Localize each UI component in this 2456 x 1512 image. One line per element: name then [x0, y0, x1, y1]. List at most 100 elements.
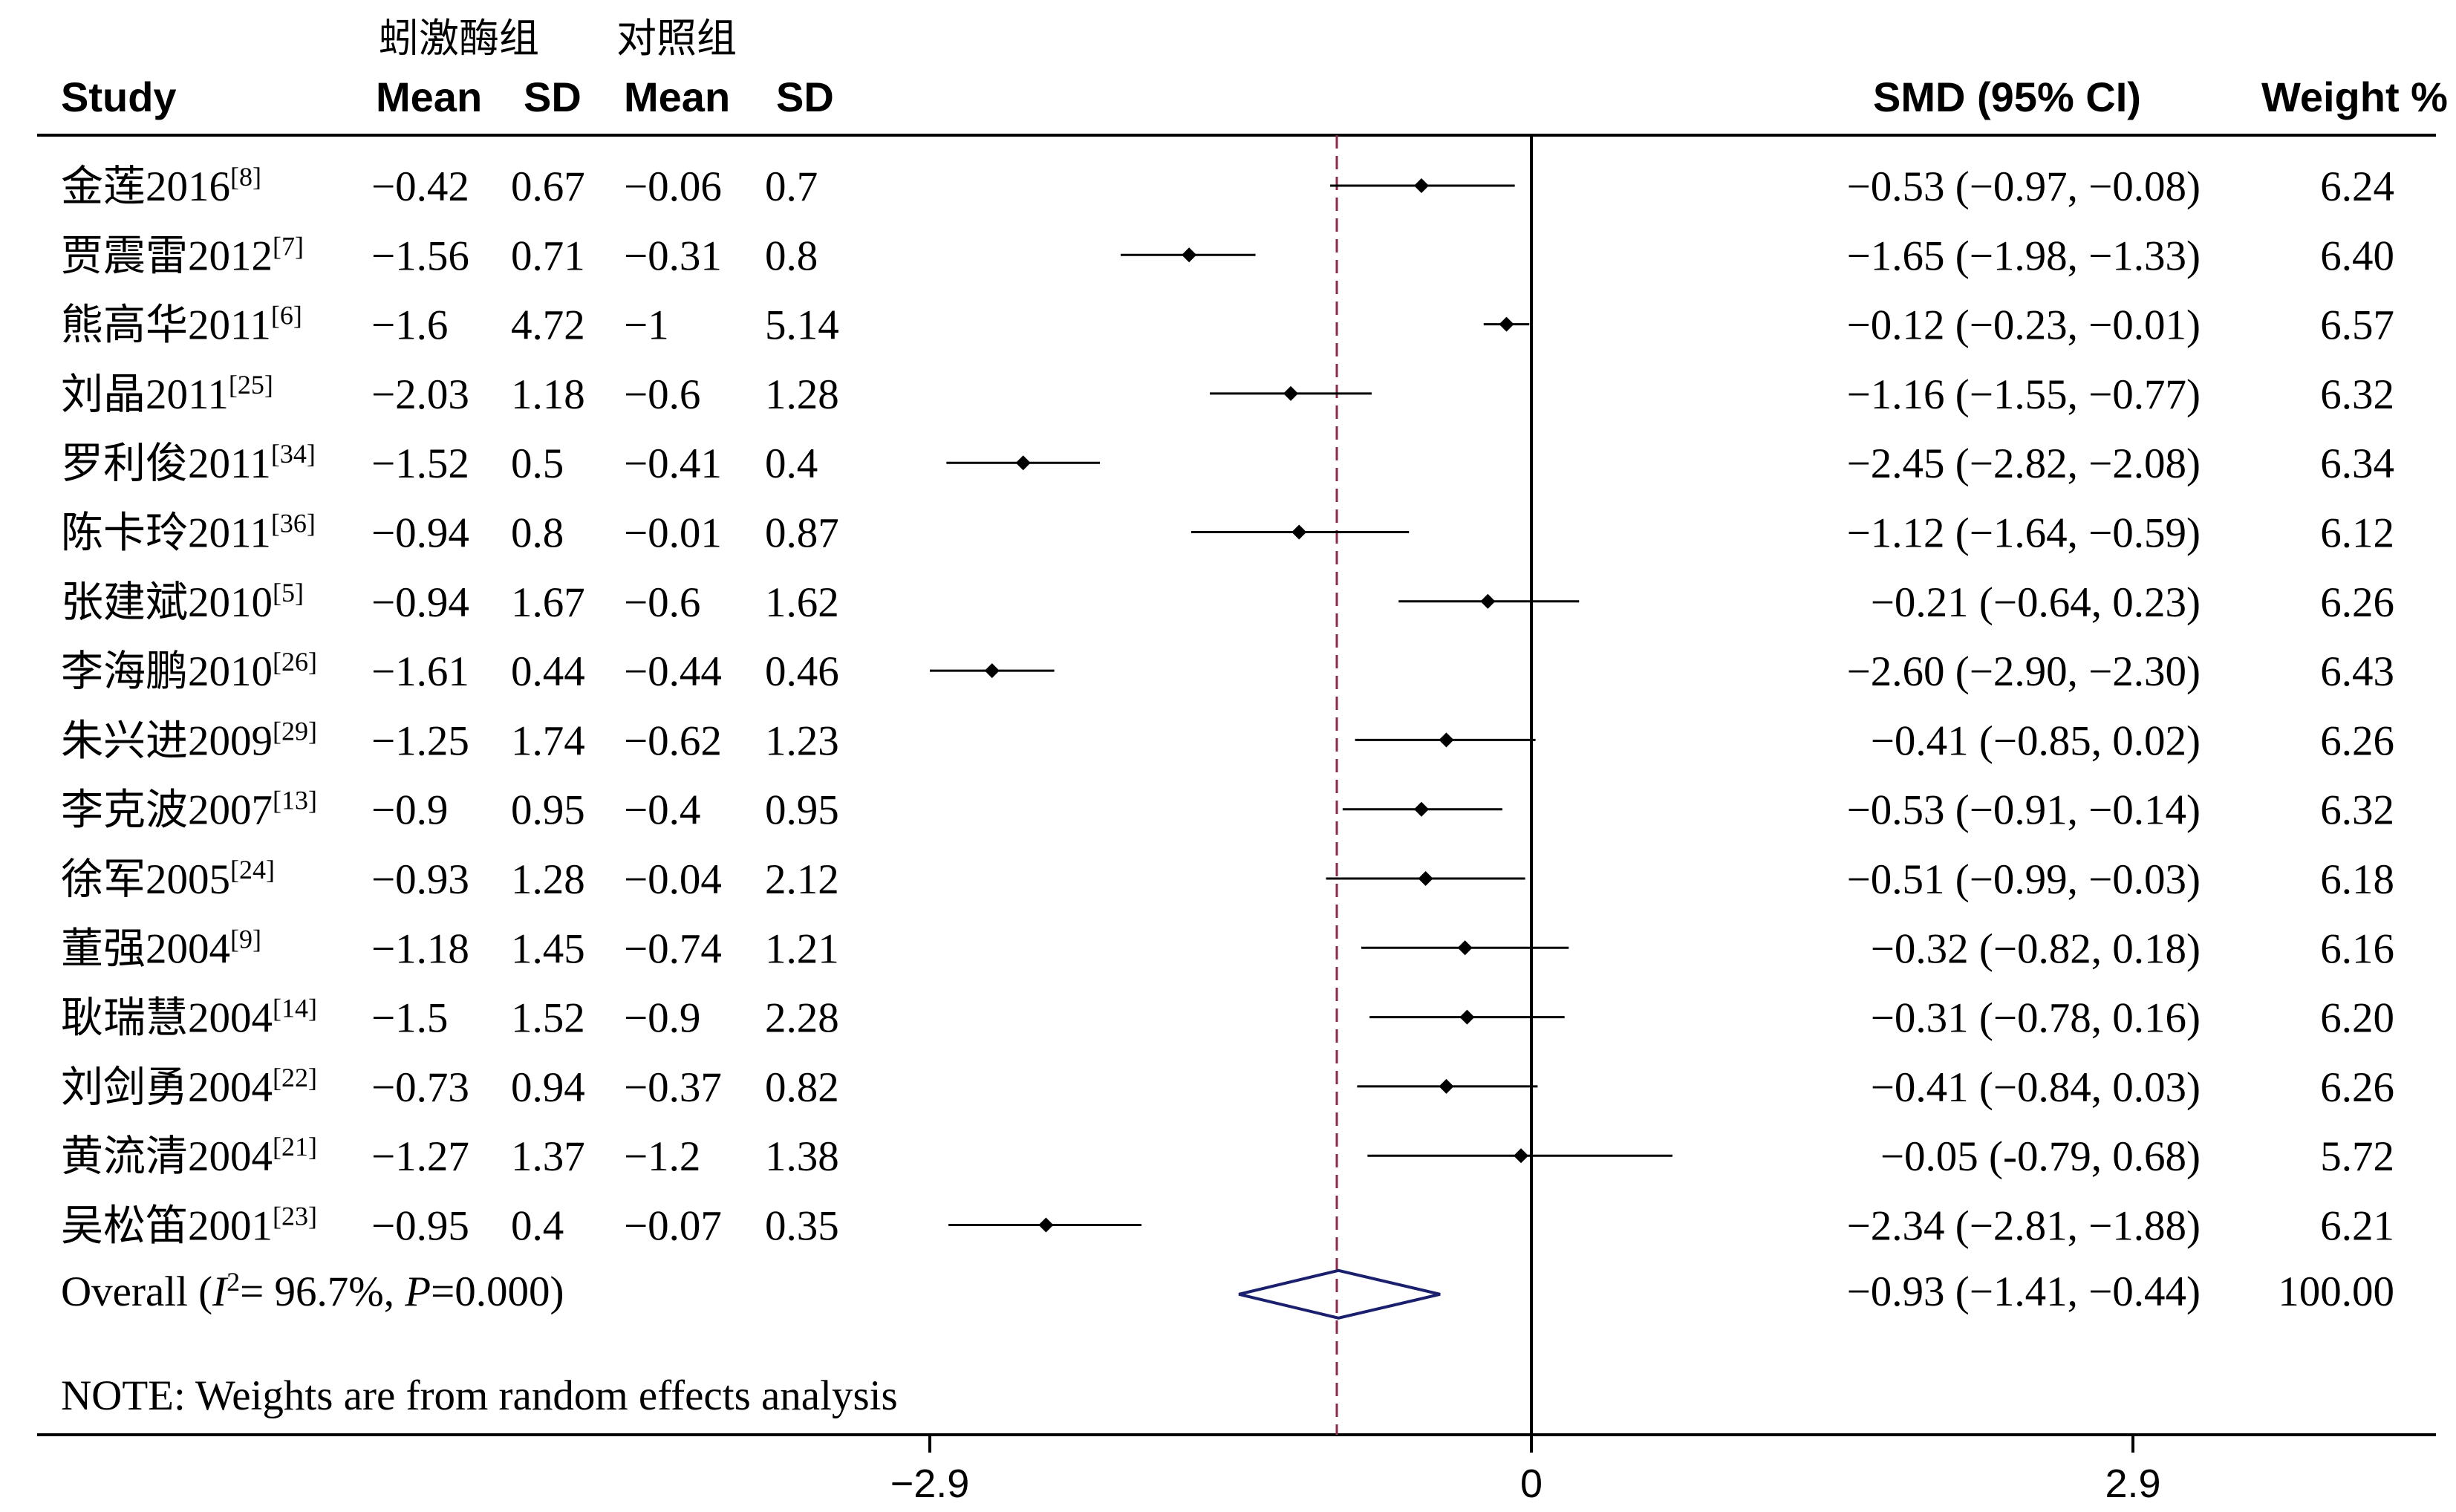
sd1-cell: 0.95 [511, 787, 585, 834]
smd-ci-cell: −1.65 (−1.98, −1.33) [1847, 232, 2201, 279]
sd2-cell: 1.28 [765, 371, 839, 418]
smd-ci-cell: −0.41 (−0.84, 0.03) [1871, 1064, 2201, 1111]
weight-cell: 5.72 [2320, 1133, 2394, 1180]
x-tick-label: 0 [1520, 1462, 1543, 1506]
study-name: 陈卡玲2011[36] [61, 509, 316, 557]
sd2-cell: 5.14 [765, 302, 839, 349]
smd-ci-cell: −0.21 (−0.64, 0.23) [1871, 579, 2201, 626]
smd-ci-cell: −0.53 (−0.91, −0.14) [1847, 787, 2201, 834]
study-name-text: 吴松笛2001 [61, 1203, 273, 1250]
mean1-cell: −1.25 [371, 717, 469, 764]
weight-cell: 6.24 [2320, 163, 2394, 210]
study-name-text: 李克波2007 [61, 787, 273, 834]
heterogeneity-i-sup: 2 [227, 1267, 240, 1297]
x-axis-ticks: −2.9 0 2.9 [890, 1435, 2161, 1506]
study-row: 熊高华2011[6] −1.6 4.72 −1 5.14 −0.12 (−0.23, −0… [61, 301, 2394, 349]
sd2-cell: 1.62 [765, 579, 839, 626]
study-row: 耿瑞慧2004[14] −1.5 1.52 −0.9 2.28 −0.31 (−0.78,… [61, 994, 2394, 1042]
sd1-cell: 1.45 [511, 925, 585, 972]
study-reference: [9] [230, 924, 261, 954]
weight-cell: 6.18 [2320, 856, 2394, 903]
smd-ci-cell: −1.16 (−1.55, −0.77) [1847, 371, 2201, 418]
study-row: 刘剑勇2004[22] −0.73 0.94 −0.37 0.82 −0.41 (−0.8… [61, 1063, 2394, 1111]
study-reference: [5] [273, 578, 304, 607]
mean1-cell: −0.73 [371, 1064, 469, 1111]
mean1-cell: −1.18 [371, 925, 469, 972]
study-reference: [23] [273, 1202, 317, 1231]
overall-weight: 100.00 [2278, 1268, 2394, 1315]
sd2-cell: 1.23 [765, 717, 839, 764]
point-estimate-marker [1457, 940, 1473, 956]
sd2-cell: 0.82 [765, 1064, 839, 1111]
weight-cell: 6.43 [2320, 648, 2394, 695]
sd2-cell: 0.35 [765, 1203, 839, 1250]
study-row: 李克波2007[13] −0.9 0.95 −0.4 0.95 −0.53 (−0.91,… [61, 786, 2394, 834]
sd1-cell: 0.67 [511, 163, 585, 210]
mean1-cell: −1.6 [371, 302, 448, 349]
sd1-cell: 1.52 [511, 995, 585, 1042]
study-name: 耿瑞慧2004[14] [61, 994, 317, 1042]
study-reference: [22] [273, 1063, 317, 1092]
mean2-cell: −0.41 [624, 440, 722, 487]
point-estimate-marker [1439, 732, 1454, 748]
overall-label: Overall (I2= 96.7%, P=0.000) [61, 1267, 564, 1315]
sd1-cell: 0.71 [511, 232, 585, 279]
sd1-cell: 1.67 [511, 579, 585, 626]
mean1-cell: −0.95 [371, 1203, 469, 1250]
study-row: 黄流清2004[21] −1.27 1.37 −1.2 1.38 −0.05 (-0.79… [61, 1132, 2394, 1180]
smd-ci-cell: −2.34 (−2.81, −1.88) [1847, 1203, 2201, 1250]
study-row: 李海鹏2010[26] −1.61 0.44 −0.44 0.46 −2.60 (−2.9… [61, 647, 2394, 695]
smd-ci-cell: −0.12 (−0.23, −0.01) [1847, 302, 2201, 349]
study-name: 吴松笛2001[23] [61, 1202, 317, 1250]
study-name: 张建斌2010[5] [61, 578, 304, 626]
heterogeneity-p-value: =0.000) [431, 1268, 564, 1315]
study-row: 吴松笛2001[23] −0.95 0.4 −0.07 0.35 −2.34 (−2.81… [61, 1202, 2394, 1250]
point-estimate-marker [1413, 801, 1429, 817]
sd1-cell: 0.44 [511, 648, 585, 695]
mean2-cell: −0.04 [624, 856, 722, 903]
study-name: 贾震雷2012[7] [61, 231, 304, 279]
weight-cell: 6.32 [2320, 371, 2394, 418]
study-name-text: 金莲2016 [61, 163, 230, 210]
mean2-cell: −1.2 [624, 1133, 700, 1180]
study-reference: [6] [271, 301, 302, 330]
mean2-cell: −0.06 [624, 163, 722, 210]
sd1-cell: 0.94 [511, 1064, 585, 1111]
study-name-text: 刘剑勇2004 [61, 1064, 273, 1111]
weight-cell: 6.32 [2320, 787, 2394, 834]
point-estimate-marker [1439, 1078, 1454, 1094]
study-name-text: 李海鹏2010 [61, 648, 273, 695]
heterogeneity-i: I [212, 1268, 229, 1315]
study-reference: [24] [230, 855, 275, 884]
study-name: 李克波2007[13] [61, 786, 317, 834]
study-name: 刘晶2011[25] [61, 370, 273, 418]
study-name-text: 徐军2005 [61, 856, 230, 903]
weight-cell: 6.16 [2320, 925, 2394, 972]
weight-cell: 6.26 [2320, 717, 2394, 764]
study-rows: 金莲2016[8] −0.42 0.67 −0.06 0.7 −0.53 (−0.97, … [61, 162, 2394, 1250]
weight-cell: 6.26 [2320, 1064, 2394, 1111]
mean1-cell: −0.93 [371, 856, 469, 903]
study-reference: [29] [273, 716, 317, 746]
mean1-cell: −1.61 [371, 648, 469, 695]
study-name: 刘剑勇2004[22] [61, 1063, 317, 1111]
smd-ci-cell: −0.51 (−0.99, −0.03) [1847, 856, 2201, 903]
sd1-cell: 0.4 [511, 1203, 564, 1250]
x-tick-label: −2.9 [890, 1462, 970, 1506]
sd2-cell: 0.8 [765, 232, 818, 279]
sd1-cell: 1.28 [511, 856, 585, 903]
weight-cell: 6.21 [2320, 1203, 2394, 1250]
note-text: NOTE: Weights are from random effects an… [61, 1372, 898, 1419]
point-estimate-marker [1418, 871, 1433, 886]
x-tick-label: 2.9 [2105, 1462, 2160, 1506]
study-row: 朱兴进2009[29] −1.25 1.74 −0.62 1.23 −0.41 (−0.8… [61, 716, 2394, 764]
study-row: 董强2004[9] −1.18 1.45 −0.74 1.21 −0.32 (−0.82,… [61, 924, 2394, 972]
mean2-cell: −0.37 [624, 1064, 722, 1111]
smd-ci-cell: −0.53 (−0.97, −0.08) [1847, 163, 2201, 210]
mean2-cell: −0.6 [624, 579, 700, 626]
group1-header: 蚓激酶组 [379, 15, 539, 62]
heterogeneity-p: P [404, 1268, 431, 1315]
point-estimate-marker [1413, 178, 1429, 193]
study-reference: [8] [230, 162, 261, 192]
